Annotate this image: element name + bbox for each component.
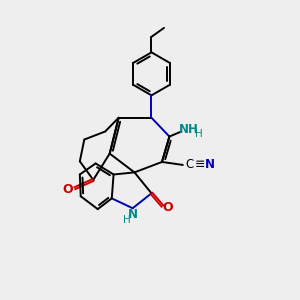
Text: N: N [205, 158, 214, 171]
Text: NH: NH [179, 123, 199, 136]
Text: C: C [186, 158, 194, 171]
Text: ≡: ≡ [195, 158, 205, 171]
Text: N: N [128, 208, 138, 221]
Text: O: O [163, 201, 173, 214]
Text: O: O [63, 183, 74, 196]
Text: H: H [195, 130, 203, 140]
Text: H: H [123, 214, 130, 225]
